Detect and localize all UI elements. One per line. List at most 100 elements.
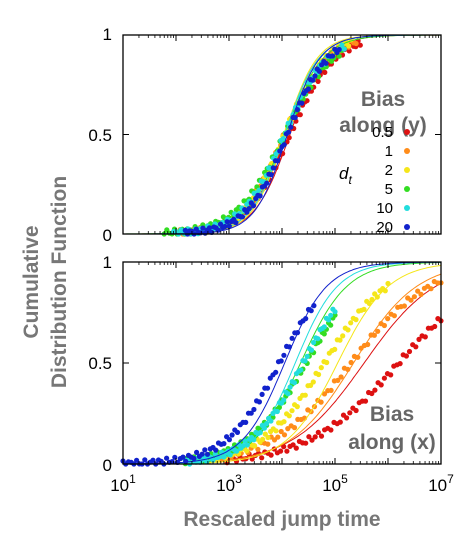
data-point-20 [150,457,156,463]
data-point-2 [244,448,250,454]
data-point-1 [391,313,397,319]
data-point-20 [172,454,178,460]
data-point-2 [374,294,380,300]
data-point-20 [164,455,170,461]
data-point-0.5 [403,353,409,359]
xtick-10-7: 107 [428,472,454,495]
data-point-10 [291,380,297,386]
data-point-0.5 [306,434,312,440]
legend-label-0.5: 0.5 [372,124,393,141]
data-point-1 [321,391,328,397]
data-point-1 [381,322,387,329]
data-point-2 [286,413,292,419]
data-point-10 [256,187,262,193]
data-point-1 [291,425,298,431]
y-axis-label-line2: Distribution Function [48,176,71,388]
data-point-2 [382,288,388,294]
data-point-20 [204,451,211,457]
data-point-0.5 [381,375,387,381]
data-point-1 [278,428,284,435]
data-point-20 [226,437,232,443]
data-point-10 [227,452,233,458]
data-point-10 [332,309,338,315]
data-point-10 [315,336,321,342]
data-point-1 [281,432,288,438]
bottom-ticks [122,261,442,465]
legend-title: dt [339,164,352,187]
data-point-20 [213,447,219,453]
data-point-10 [304,353,310,359]
data-point-20 [224,219,230,225]
data-point-20 [311,303,317,309]
data-point-10 [311,339,317,346]
data-point-2 [361,306,367,312]
data-point-20 [292,115,298,121]
data-point-10 [221,454,227,460]
data-point-2 [289,408,295,414]
data-point-5 [328,322,334,328]
data-point-10 [261,425,267,431]
data-point-20 [248,410,254,416]
data-point-0.5 [309,437,315,443]
data-point-20 [299,100,305,106]
data-point-0.5 [297,112,303,118]
data-point-20 [257,193,263,199]
data-point-2 [265,434,271,441]
data-point-20 [215,227,221,233]
data-point-2 [385,280,391,287]
data-point-20 [264,385,271,391]
data-point-20 [250,203,257,209]
data-point-20 [200,225,206,231]
data-point-10 [341,46,347,52]
data-point-2 [318,365,324,371]
data-point-20 [256,399,262,405]
data-point-1 [401,303,407,309]
data-point-0.5 [372,387,378,393]
data-point-20 [226,223,232,229]
data-point-1 [418,291,424,297]
x-axis-label: Rescaled jump time [183,508,380,531]
data-point-1 [428,286,434,292]
data-point-20 [281,352,287,358]
data-point-0.5 [318,433,325,439]
data-point-20 [330,53,336,59]
data-point-10 [274,408,280,415]
data-point-0.5 [328,427,334,433]
legend-marker-5 [404,186,410,192]
bottom-annotation-line1: Bias [370,403,414,426]
data-point-0.5 [290,442,296,448]
data-point-2 [346,43,352,49]
data-point-0.5 [406,348,413,355]
legend-marker-20 [404,224,410,230]
data-point-2 [324,359,330,366]
data-point-20 [264,180,270,186]
data-point-10 [328,312,334,318]
data-point-5 [276,404,282,410]
data-point-1 [411,294,417,300]
data-point-10 [298,367,304,373]
top-ticks [122,34,442,235]
legend-label-1: 1 [385,143,393,160]
legend-label-20: 20 [376,219,393,236]
data-point-20 [206,225,213,231]
data-point-10 [287,384,293,390]
legend-marker-2 [404,167,410,173]
data-point-0.5 [416,336,422,342]
xtick-10-3: 103 [216,472,242,495]
data-point-20 [294,107,300,113]
data-point-0.5 [315,429,321,435]
data-point-20 [233,220,239,226]
legend-marker-1 [404,148,410,154]
data-point-20 [275,158,281,164]
data-point-0.5 [286,135,292,141]
data-point-0.5 [281,444,287,450]
data-point-1 [328,387,334,393]
data-point-20 [336,46,342,53]
data-point-10 [268,418,274,424]
data-point-0.5 [362,398,369,404]
data-point-0.5 [347,410,353,416]
data-point-20 [243,419,249,425]
data-point-10 [251,437,257,443]
top-ytick-05: 0.5 [88,126,112,145]
